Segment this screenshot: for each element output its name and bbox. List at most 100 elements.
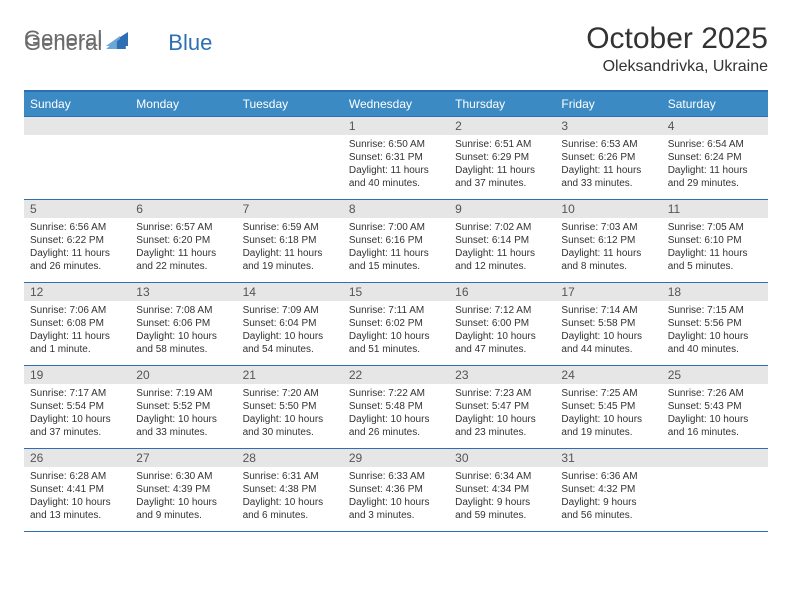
day-cell: Sunrise: 7:03 AMSunset: 6:12 PMDaylight:… [555,218,661,282]
sunrise-line: Sunrise: 7:15 AM [668,304,762,317]
sunset-line: Sunset: 6:08 PM [30,317,124,330]
day-number: 2 [449,117,555,135]
day-number: 1 [343,117,449,135]
daylight-line: Daylight: 10 hours and 40 minutes. [668,330,762,356]
daylight-line: Daylight: 9 hours and 59 minutes. [455,496,549,522]
sunrise-line: Sunrise: 7:25 AM [561,387,655,400]
daylight-line: Daylight: 10 hours and 16 minutes. [668,413,762,439]
day-number: 27 [130,449,236,467]
day-number: 28 [237,449,343,467]
day-number: 11 [662,200,768,218]
daylight-line: Daylight: 11 hours and 37 minutes. [455,164,549,190]
day-number: 31 [555,449,661,467]
day-number: 24 [555,366,661,384]
sunrise-line: Sunrise: 7:23 AM [455,387,549,400]
day-cell: Sunrise: 7:00 AMSunset: 6:16 PMDaylight:… [343,218,449,282]
day-cell: Sunrise: 7:02 AMSunset: 6:14 PMDaylight:… [449,218,555,282]
day-number: 16 [449,283,555,301]
daylight-line: Daylight: 11 hours and 15 minutes. [349,247,443,273]
sunrise-line: Sunrise: 6:28 AM [30,470,124,483]
daylight-line: Daylight: 10 hours and 54 minutes. [243,330,337,356]
sunset-line: Sunset: 5:58 PM [561,317,655,330]
day-number [130,117,236,135]
daylight-line: Daylight: 10 hours and 9 minutes. [136,496,230,522]
daylight-line: Daylight: 10 hours and 30 minutes. [243,413,337,439]
sunset-line: Sunset: 6:12 PM [561,234,655,247]
sunset-line: Sunset: 6:18 PM [243,234,337,247]
sunrise-line: Sunrise: 6:31 AM [243,470,337,483]
day-cell: Sunrise: 7:06 AMSunset: 6:08 PMDaylight:… [24,301,130,365]
day-number: 9 [449,200,555,218]
sunrise-line: Sunrise: 6:30 AM [136,470,230,483]
daylight-line: Daylight: 10 hours and 26 minutes. [349,413,443,439]
logo-word-1b: General [24,30,102,56]
day-body-row: Sunrise: 7:17 AMSunset: 5:54 PM Daylight:… [24,384,768,448]
calendar: Sunday Monday Tuesday Wednesday Thursday… [24,90,768,532]
sunset-line: Sunset: 5:45 PM [561,400,655,413]
sunrise-line: Sunrise: 7:20 AM [243,387,337,400]
day-cell: Sunrise: 6:56 AMSunset: 6:22 PMDaylight:… [24,218,130,282]
location: Oleksandrivka, Ukraine [586,58,768,76]
month-title: October 2025 [586,22,768,56]
day-number-row: 12131415161718 [24,283,768,301]
daylight-line: Daylight: 10 hours and 19 minutes. [561,413,655,439]
day-number: 8 [343,200,449,218]
day-cell: Sunrise: 7:05 AMSunset: 6:10 PMDaylight:… [662,218,768,282]
week-row: 19202122232425Sunrise: 7:17 AMSunset: 5:… [24,365,768,448]
day-cell: Sunrise: 7:19 AMSunset: 5:52 PMDaylight:… [130,384,236,448]
sunset-line: Sunset: 6:24 PM [668,151,762,164]
sunset-line: Sunset: 6:10 PM [668,234,762,247]
sunset-line: Sunset: 4:36 PM [349,483,443,496]
sunrise-line: Sunrise: 7:17 AM [30,387,124,400]
daylight-line: Daylight: 10 hours and 51 minutes. [349,330,443,356]
sunset-line: Sunset: 5:52 PM [136,400,230,413]
day-number-row: 567891011 [24,200,768,218]
daylight-line: Daylight: 10 hours and 3 minutes. [349,496,443,522]
day-cell: Sunrise: 6:50 AMSunset: 6:31 PMDaylight:… [343,135,449,199]
sunset-line: Sunset: 6:00 PM [455,317,549,330]
sunrise-line: Sunrise: 7:02 AM [455,221,549,234]
sunset-line: Sunset: 5:50 PM [243,400,337,413]
day-cell: Sunrise: 6:31 AMSunset: 4:38 PMDaylight:… [237,467,343,531]
day-number: 13 [130,283,236,301]
day-number-row: 19202122232425 [24,366,768,384]
sunset-line: Sunset: 6:16 PM [349,234,443,247]
day-cell: Sunrise: 6:33 AMSunset: 4:36 PMDaylight:… [343,467,449,531]
day-cell: Sunrise: 7:26 AMSunset: 5:43 PMDaylight:… [662,384,768,448]
sunset-line: Sunset: 5:56 PM [668,317,762,330]
day-number: 26 [24,449,130,467]
day-cell: Sunrise: 7:25 AMSunset: 5:45 PMDaylight:… [555,384,661,448]
day-body-row: Sunrise: 7:06 AMSunset: 6:08 PMDaylight:… [24,301,768,365]
sunset-line: Sunset: 4:38 PM [243,483,337,496]
sunrise-line: Sunrise: 7:09 AM [243,304,337,317]
day-cell [24,135,130,199]
day-cell: Sunrise: 7:12 AMSunset: 6:00 PMDaylight:… [449,301,555,365]
day-number-row: 1234 [24,117,768,135]
sunset-line: Sunset: 6:22 PM [30,234,124,247]
daylight-line: Daylight: 10 hours and 6 minutes. [243,496,337,522]
sunset-line: Sunset: 6:20 PM [136,234,230,247]
day-cell: Sunrise: 6:51 AMSunset: 6:29 PMDaylight:… [449,135,555,199]
day-cell [130,135,236,199]
sunrise-line: Sunrise: 7:03 AM [561,221,655,234]
daylight-line: Daylight: 10 hours and 23 minutes. [455,413,549,439]
sunrise-line: Sunrise: 6:33 AM [349,470,443,483]
sunrise-line: Sunrise: 6:59 AM [243,221,337,234]
sunrise-line: Sunrise: 6:54 AM [668,138,762,151]
sunset-line: Sunset: 5:48 PM [349,400,443,413]
sunrise-line: Sunrise: 7:26 AM [668,387,762,400]
day-cell: Sunrise: 7:22 AMSunset: 5:48 PMDaylight:… [343,384,449,448]
sunrise-line: Sunrise: 7:11 AM [349,304,443,317]
daylight-line: Daylight: 11 hours and 40 minutes. [349,164,443,190]
day-cell: Sunrise: 7:11 AMSunset: 6:02 PMDaylight:… [343,301,449,365]
day-number: 14 [237,283,343,301]
sunrise-line: Sunrise: 6:57 AM [136,221,230,234]
daylight-line: Daylight: 10 hours and 44 minutes. [561,330,655,356]
sunset-line: Sunset: 5:54 PM [30,400,124,413]
logo-triangle-icon-b [106,33,126,54]
day-cell: Sunrise: 6:59 AMSunset: 6:18 PMDaylight:… [237,218,343,282]
day-number: 3 [555,117,661,135]
day-body-row: Sunrise: 6:56 AMSunset: 6:22 PMDaylight:… [24,218,768,282]
week-row: 567891011Sunrise: 6:56 AMSunset: 6:22 PM… [24,199,768,282]
daylight-line: Daylight: 10 hours and 58 minutes. [136,330,230,356]
